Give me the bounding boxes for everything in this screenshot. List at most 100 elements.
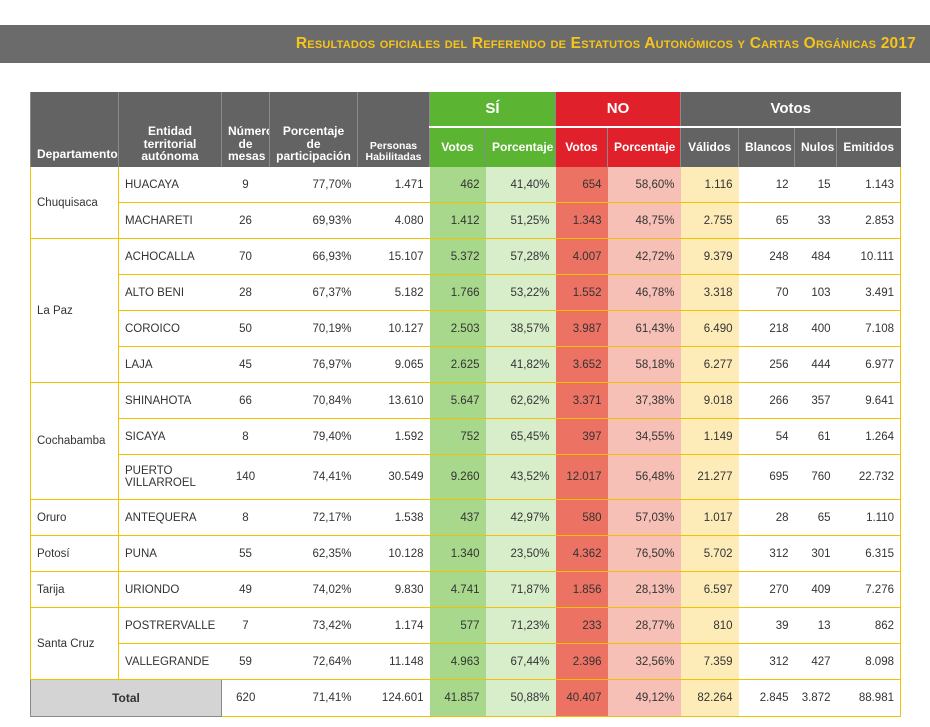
table-row: PUERTO VILLARROEL 140 74,41% 30.549 9.260 43,… — [31, 454, 901, 500]
cell-emitidos: 7.108 — [836, 310, 901, 347]
cell-emitidos: 862 — [836, 607, 901, 644]
cell-validos: 6.277 — [680, 346, 739, 383]
cell-participacion: 74,02% — [269, 571, 358, 608]
cell-blancos: 270 — [738, 571, 795, 608]
cell-habilitadas: 1.174 — [357, 607, 430, 644]
cell-habilitadas: 1.471 — [357, 167, 430, 203]
table-row: MACHARETI 26 69,93% 4.080 1.412 51,25% 1.343 48… — [31, 202, 901, 239]
cell-mesas: 45 — [221, 346, 270, 383]
cell-si-porcentaje: 41,40% — [485, 167, 556, 203]
cell-no-porcentaje: 56,48% — [607, 454, 681, 500]
header-validos: Válidos — [680, 127, 739, 167]
cell-si-porcentaje: 67,44% — [485, 643, 556, 680]
table-row: VALLEGRANDE 59 72,64% 11.148 4.963 67,44% 2.39… — [31, 643, 901, 680]
total-nulos: 3.872 — [794, 679, 837, 717]
table-row: COROICO 50 70,19% 10.127 2.503 38,57% 3.987 61,… — [31, 310, 901, 347]
cell-blancos: 218 — [738, 310, 795, 347]
cell-emitidos: 10.111 — [836, 238, 901, 275]
cell-validos: 2.755 — [680, 202, 739, 239]
cell-nulos: 103 — [794, 274, 837, 311]
cell-emitidos: 6.315 — [836, 535, 901, 572]
header-votos-group: Votos — [680, 92, 901, 128]
department-name: Oruro — [30, 499, 119, 536]
cell-habilitadas: 4.080 — [357, 202, 430, 239]
cell-si-porcentaje: 57,28% — [485, 238, 556, 275]
cell-habilitadas: 10.128 — [357, 535, 430, 572]
cell-blancos: 12 — [738, 167, 795, 203]
cell-participacion: 66,93% — [269, 238, 358, 275]
cell-habilitadas: 11.148 — [357, 643, 430, 680]
cell-habilitadas: 13.610 — [357, 382, 430, 419]
total-label: Total — [30, 679, 222, 717]
cell-participacion: 79,40% — [269, 418, 358, 455]
cell-validos: 6.597 — [680, 571, 739, 608]
department-name: Tarija — [30, 571, 119, 608]
cell-emitidos: 7.276 — [836, 571, 901, 608]
total-no-porcentaje: 49,12% — [607, 679, 681, 717]
total-row: Total 620 71,41% 124.601 41.857 50,88% 4… — [30, 679, 901, 717]
cell-mesas: 8 — [221, 418, 270, 455]
cell-no-votos: 397 — [555, 418, 608, 455]
cell-si-porcentaje: 71,23% — [485, 607, 556, 644]
cell-mesas: 55 — [221, 535, 270, 572]
title-banner: Resultados oficiales del Referendo de Es… — [0, 25, 930, 63]
cell-mesas: 66 — [221, 382, 270, 419]
cell-participacion: 74,41% — [269, 454, 358, 500]
cell-si-votos: 1.766 — [429, 274, 486, 311]
table-row: Oruro ANTEQUERA 8 72,17% 1.538 437 42,97% 580 57… — [30, 499, 901, 536]
cell-mesas: 140 — [221, 454, 270, 500]
cell-si-votos: 752 — [429, 418, 486, 455]
cell-nulos: 760 — [794, 454, 837, 500]
cell-participacion: 72,17% — [269, 499, 358, 536]
cell-validos: 9.018 — [680, 382, 739, 419]
cell-participacion: 72,64% — [269, 643, 358, 680]
cell-nulos: 409 — [794, 571, 837, 608]
header-si-porcentaje: Porcentaje — [485, 127, 556, 167]
cell-habilitadas: 1.538 — [357, 499, 430, 536]
table-row: LAJA 45 76,97% 9.065 2.625 41,82% 3.652 58,18% 6… — [31, 346, 901, 383]
table-row: SICAYA 8 79,40% 1.592 752 65,45% 397 34,55% 1.14… — [31, 418, 901, 455]
cell-participacion: 67,37% — [269, 274, 358, 311]
cell-blancos: 28 — [738, 499, 795, 536]
cell-blancos: 266 — [738, 382, 795, 419]
cell-si-votos: 4.741 — [429, 571, 486, 608]
cell-mesas: 7 — [221, 607, 270, 644]
cell-entidad: COROICO — [118, 310, 222, 347]
table-row: La Paz ACHOCALLA 70 66,93% 15.107 5.372 57,28%… — [30, 238, 901, 383]
cell-nulos: 61 — [794, 418, 837, 455]
cell-no-votos: 2.396 — [555, 643, 608, 680]
cell-entidad: ANTEQUERA — [118, 499, 222, 536]
report-title: Resultados oficiales del Referendo de Es… — [295, 35, 916, 52]
cell-si-votos: 577 — [429, 607, 486, 644]
header-no-votos: Votos — [555, 127, 608, 167]
cell-si-porcentaje: 65,45% — [485, 418, 556, 455]
cell-blancos: 39 — [738, 607, 795, 644]
cell-emitidos: 1.264 — [836, 418, 901, 455]
header-blancos: Blancos — [738, 127, 795, 167]
cell-si-porcentaje: 41,82% — [485, 346, 556, 383]
header-entidad: Entidad territorial autónoma — [118, 92, 222, 167]
cell-si-porcentaje: 38,57% — [485, 310, 556, 347]
cell-mesas: 9 — [221, 167, 270, 203]
cell-habilitadas: 15.107 — [357, 238, 430, 275]
cell-si-votos: 1.340 — [429, 535, 486, 572]
cell-si-votos: 2.503 — [429, 310, 486, 347]
cell-si-votos: 4.963 — [429, 643, 486, 680]
cell-no-votos: 580 — [555, 499, 608, 536]
cell-validos: 1.017 — [680, 499, 739, 536]
table-row: Santa Cruz POSTRERVALLE 7 73,42% 1.174 577 71,… — [30, 607, 901, 680]
cell-nulos: 13 — [794, 607, 837, 644]
results-table: Departamento Entidad territorial autónom… — [30, 92, 901, 717]
cell-no-porcentaje: 37,38% — [607, 382, 681, 419]
cell-no-votos: 1.552 — [555, 274, 608, 311]
cell-si-votos: 437 — [429, 499, 486, 536]
cell-habilitadas: 9.065 — [357, 346, 430, 383]
cell-nulos: 427 — [794, 643, 837, 680]
cell-nulos: 444 — [794, 346, 837, 383]
cell-no-votos: 233 — [555, 607, 608, 644]
cell-nulos: 65 — [794, 499, 837, 536]
total-blancos: 2.845 — [738, 679, 795, 717]
cell-habilitadas: 30.549 — [357, 454, 430, 500]
cell-no-votos: 4.362 — [555, 535, 608, 572]
cell-no-porcentaje: 42,72% — [607, 238, 681, 275]
